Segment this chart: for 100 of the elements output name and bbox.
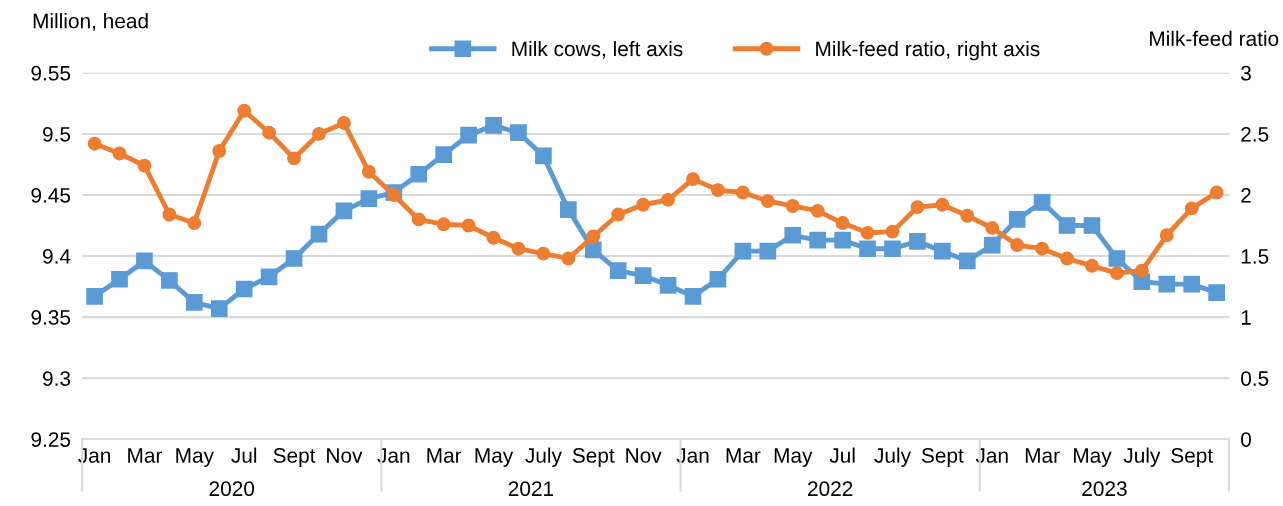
legend-label: Milk cows, left axis	[512, 40, 683, 59]
point	[935, 197, 950, 212]
point	[536, 246, 551, 261]
point	[586, 229, 601, 244]
y-tick-label: 9.3	[43, 371, 71, 386]
x-tick-label: Jul	[829, 447, 855, 463]
point	[335, 202, 353, 220]
point	[934, 242, 951, 260]
y2-tick-label: 0	[1241, 432, 1251, 447]
point	[1209, 185, 1224, 200]
point	[310, 225, 328, 243]
point	[735, 185, 750, 200]
point	[1183, 275, 1201, 293]
y-tick-label: 9.5	[43, 126, 71, 142]
point	[486, 230, 501, 245]
point	[884, 240, 901, 258]
point	[634, 267, 652, 284]
point	[1008, 211, 1026, 228]
y2-tick-label: 1	[1241, 310, 1251, 325]
point	[709, 270, 727, 288]
point	[561, 251, 576, 266]
point	[1208, 284, 1225, 302]
x-tick-label: Sept	[273, 448, 316, 467]
x-tick-label: July	[874, 447, 911, 467]
point	[1159, 228, 1174, 243]
x-tick-label: July	[525, 447, 562, 467]
y-tick-label: 9.35	[31, 310, 71, 325]
point	[436, 217, 451, 232]
y-tick-label: 9.55	[31, 65, 71, 81]
point	[262, 125, 277, 140]
point	[958, 252, 976, 270]
point	[162, 207, 177, 222]
y-tick-label: 9.25	[31, 432, 71, 447]
y2-axis-title: Milk-feed ratio	[1150, 30, 1279, 47]
x-tick-label: Jan	[975, 448, 1008, 463]
point	[784, 226, 802, 244]
point	[411, 212, 426, 227]
x-tick-label: Sept	[572, 448, 615, 467]
point	[1134, 263, 1149, 278]
point	[112, 146, 127, 161]
point	[410, 165, 428, 183]
point	[659, 277, 677, 294]
point	[137, 158, 152, 173]
point	[759, 242, 777, 260]
x-tick-label: May	[774, 448, 813, 467]
point	[161, 272, 178, 289]
x-tick-label: Nov	[626, 448, 662, 463]
point	[686, 172, 700, 187]
x-tick-label: Mar	[726, 448, 761, 463]
text: 2022	[808, 481, 853, 497]
y2-tick-label: 2	[1241, 187, 1251, 203]
point	[210, 300, 228, 317]
point	[711, 183, 725, 198]
y-tick-label: 9.4	[43, 249, 71, 264]
point	[1060, 251, 1074, 266]
point	[185, 294, 203, 311]
x-tick-label: Sept	[921, 448, 964, 467]
point	[1108, 250, 1126, 267]
x-tick-label: Mar	[427, 448, 462, 463]
point	[809, 231, 827, 249]
x-tick-label: Nov	[327, 448, 363, 463]
x-tick-label: Jan	[78, 448, 111, 463]
point	[260, 268, 278, 286]
x-tick-label: Sept	[1171, 448, 1213, 467]
text: 2021	[508, 481, 554, 497]
point	[885, 224, 900, 239]
point	[235, 280, 253, 298]
y2-tick-label: 0.5	[1241, 371, 1269, 386]
point	[785, 199, 800, 213]
y2-tick-label: 2.5	[1241, 126, 1269, 142]
point	[312, 126, 326, 141]
point	[212, 144, 227, 158]
point	[511, 241, 526, 256]
point	[361, 164, 376, 179]
x-tick-label: Jan	[377, 448, 410, 463]
point	[909, 233, 926, 250]
point	[1158, 275, 1176, 293]
y-tick-label: 9.45	[31, 187, 71, 203]
point	[1085, 258, 1099, 273]
point	[810, 203, 825, 218]
point	[560, 201, 577, 218]
y2-tick-label: 3	[1241, 65, 1251, 81]
point	[386, 188, 401, 202]
point	[510, 124, 527, 142]
point	[661, 192, 676, 207]
point	[734, 242, 752, 260]
point	[187, 216, 202, 231]
x-tick-label: July	[1123, 447, 1161, 467]
point	[760, 194, 775, 209]
point	[461, 218, 476, 233]
point	[111, 270, 128, 288]
point	[985, 221, 1000, 235]
x-tick-label: May	[176, 448, 214, 467]
x-tick-label: May	[475, 448, 514, 467]
point	[485, 117, 502, 134]
point	[86, 287, 103, 305]
point	[535, 147, 552, 165]
point	[834, 231, 851, 249]
y-axis-title: Million, head	[33, 13, 148, 31]
point	[87, 136, 102, 151]
